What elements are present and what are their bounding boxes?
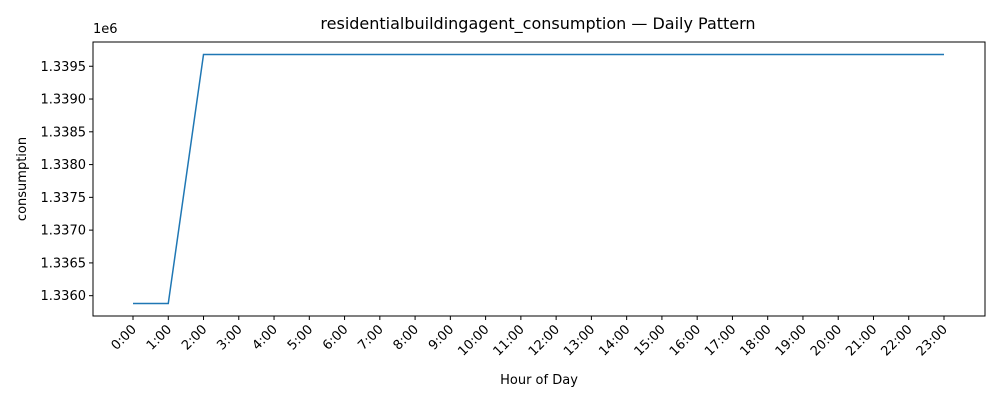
x-tick-label: 1:00 <box>144 322 175 353</box>
x-axis: 0:00 1:00 2:00 3:00 4:00 5:00 6:00 7:00 8:00 9:00… <box>109 316 951 359</box>
x-tick-label: 20:00 <box>808 322 845 359</box>
x-tick-label: 23:00 <box>914 322 951 359</box>
x-tick-label: 9:00 <box>426 322 457 353</box>
series-layer <box>133 53 944 305</box>
x-tick-label: 18:00 <box>737 322 774 359</box>
x-tick-label: 21:00 <box>843 322 880 359</box>
x-tick-label: 0:00 <box>109 322 140 353</box>
x-tick-label: 5:00 <box>285 322 316 353</box>
y-tick-label: 1.3395 <box>41 60 87 75</box>
x-tick-label: 14:00 <box>596 322 633 359</box>
x-tick-label: 16:00 <box>667 322 704 359</box>
y-tick-label: 1.3375 <box>41 191 87 206</box>
series-line <box>133 53 944 305</box>
x-tick-label: 8:00 <box>391 322 422 353</box>
y-tick-label: 1.3385 <box>41 125 87 140</box>
x-tick-label: 2:00 <box>179 322 210 353</box>
x-tick-label: 7:00 <box>355 322 386 353</box>
x-tick-label: 4:00 <box>250 322 281 353</box>
x-tick-label: 10:00 <box>455 322 492 359</box>
y-tick-label: 1.3360 <box>41 289 87 304</box>
y-tick-label: 1.3365 <box>41 256 87 271</box>
x-tick-label: 22:00 <box>878 322 915 359</box>
y-axis-label: consumption <box>15 137 30 221</box>
y-tick-label: 1.3390 <box>41 93 87 108</box>
x-tick-label: 15:00 <box>632 322 669 359</box>
y-axis: 1.3360 1.3365 1.3370 1.3375 1.3380 1.3385 1.33… <box>41 60 93 304</box>
x-tick-label: 13:00 <box>561 322 598 359</box>
x-tick-label: 19:00 <box>773 322 810 359</box>
chart-title: residentialbuildingagent_consumption — D… <box>320 14 755 34</box>
plot-area <box>92 41 986 317</box>
x-tick-label: 12:00 <box>526 322 563 359</box>
x-tick-label: 11:00 <box>491 322 528 359</box>
y-axis-offset-label: 1e6 <box>93 22 118 37</box>
x-tick-label: 17:00 <box>702 322 739 359</box>
x-axis-label: Hour of Day <box>500 373 578 388</box>
x-tick-label: 6:00 <box>320 322 351 353</box>
y-tick-label: 1.3380 <box>41 158 87 173</box>
x-tick-label: 3:00 <box>214 322 245 353</box>
y-tick-label: 1.3370 <box>41 224 87 239</box>
